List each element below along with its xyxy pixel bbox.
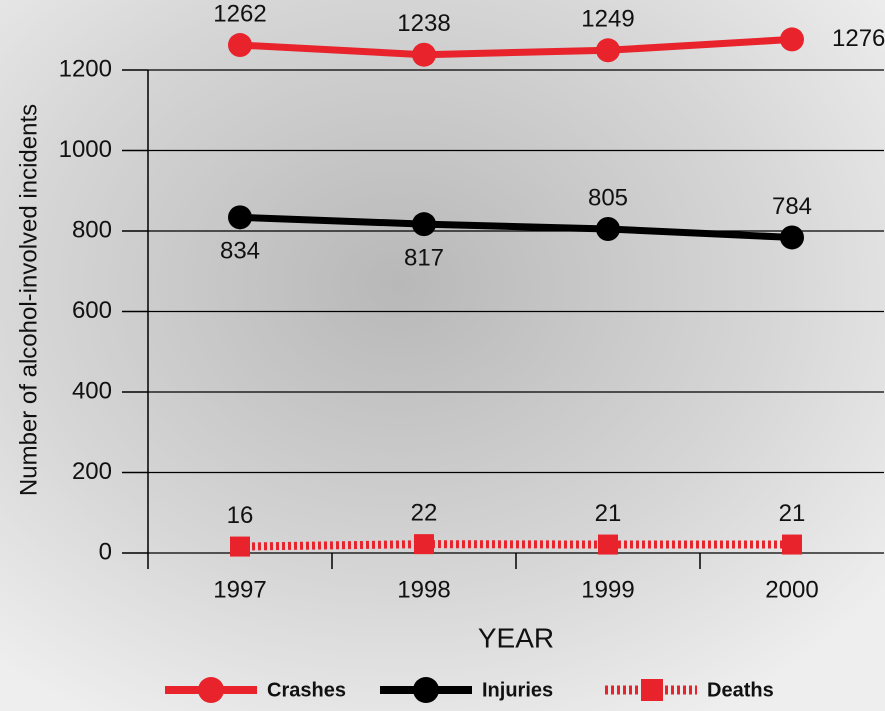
y-axis-title: Number of alcohol-involved incidents <box>15 104 42 496</box>
data-label: 784 <box>772 193 812 220</box>
data-label: 1249 <box>581 6 634 33</box>
x-axis-title: YEAR <box>478 622 554 653</box>
y-tick-label: 200 <box>72 458 112 485</box>
point <box>412 212 436 237</box>
series-line <box>239 213 793 241</box>
data-label: 16 <box>227 502 254 529</box>
x-tick-label: 2000 <box>765 576 818 603</box>
point <box>782 534 802 555</box>
point <box>596 38 620 63</box>
data-label: 22 <box>411 499 438 526</box>
y-tick-label: 400 <box>72 377 112 404</box>
data-label: 21 <box>595 500 622 527</box>
point <box>412 42 436 67</box>
data-label: 1238 <box>397 10 450 37</box>
y-tick-label: 800 <box>72 216 112 243</box>
data-label: 21 <box>779 500 806 527</box>
point <box>414 534 434 555</box>
point <box>780 27 804 52</box>
point <box>228 33 252 58</box>
x-tick-label: 1997 <box>213 576 266 603</box>
data-label: 817 <box>404 245 444 272</box>
legend-label: Injuries <box>482 679 553 701</box>
x-tick-label: 1999 <box>581 576 634 603</box>
legend-label: Crashes <box>267 679 346 701</box>
y-tick-label: 600 <box>72 297 112 324</box>
y-tick-label: 1200 <box>59 55 112 82</box>
legend-marker <box>198 677 224 703</box>
data-label: 805 <box>588 184 628 211</box>
y-tick-label: 0 <box>99 538 112 565</box>
point <box>598 534 618 555</box>
data-label: 1276 <box>832 25 885 52</box>
point <box>228 205 252 230</box>
series-line <box>239 540 792 551</box>
legend-marker <box>641 679 663 701</box>
x-tick-label: 1998 <box>397 576 450 603</box>
series-line <box>239 35 793 59</box>
y-tick-label: 1000 <box>59 136 112 163</box>
point <box>780 225 804 250</box>
legend-label: Deaths <box>707 679 774 701</box>
legend-marker <box>413 677 439 703</box>
point <box>230 536 250 557</box>
data-label: 1262 <box>213 0 266 27</box>
data-label: 834 <box>220 238 260 265</box>
point <box>596 216 620 241</box>
